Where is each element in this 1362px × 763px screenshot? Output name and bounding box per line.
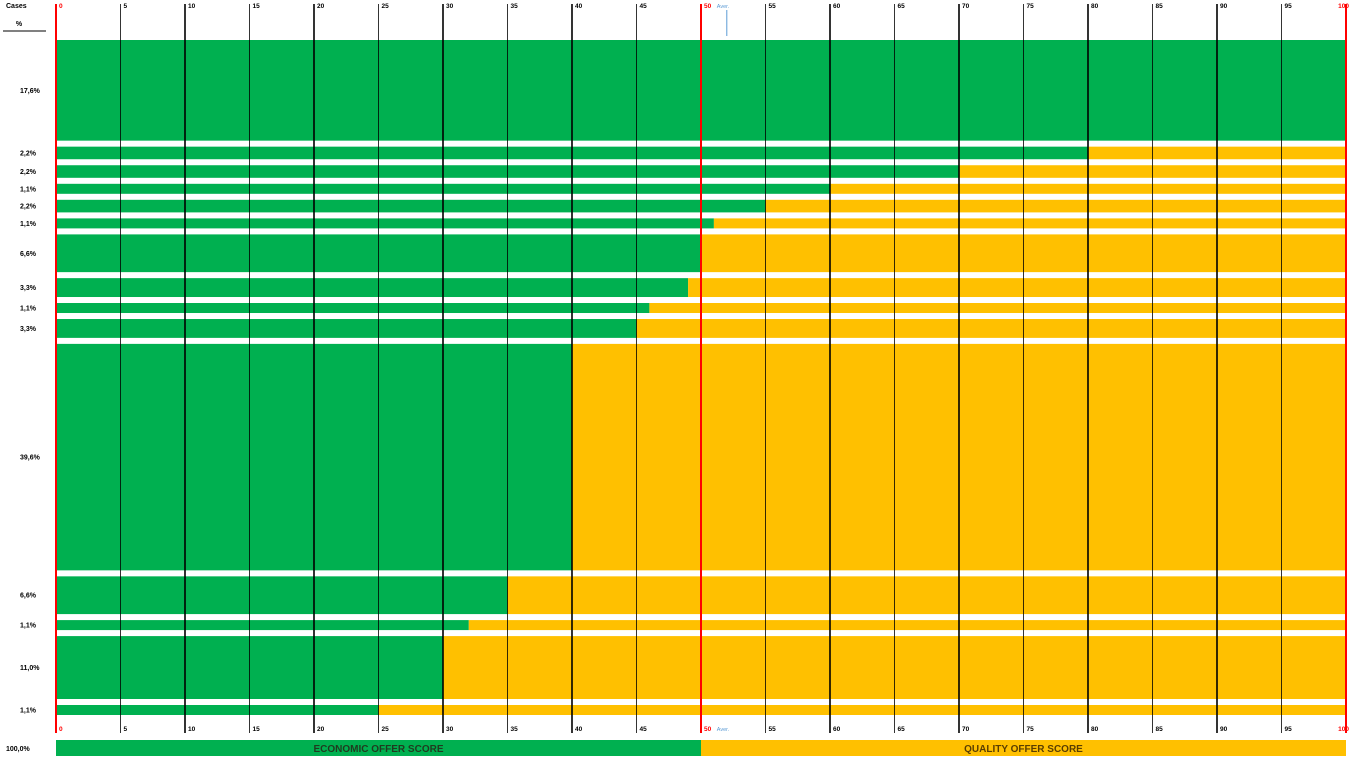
row-percent-label: 1,1% xyxy=(20,306,37,313)
quality-bar xyxy=(649,303,1346,314)
x-tick-label-top: 0 xyxy=(59,3,63,10)
x-tick-label-top: 25 xyxy=(382,3,390,10)
total-label: 100,0% xyxy=(6,746,31,753)
x-tick-label-bottom: 70 xyxy=(962,726,970,733)
quality-bar xyxy=(688,278,1346,298)
x-tick-label-top: 70 xyxy=(962,3,970,10)
x-tick-label-bottom: 40 xyxy=(575,726,583,733)
x-tick-label-top: 30 xyxy=(446,3,454,10)
x-tick-label-bottom: 65 xyxy=(898,726,906,733)
x-tick-label-top: 85 xyxy=(1156,3,1164,10)
x-tick-label-bottom: 60 xyxy=(833,726,841,733)
x-tick-label-top: 20 xyxy=(317,3,325,10)
x-tick-label-bottom: 25 xyxy=(382,726,390,733)
x-tick-label-top: 100 xyxy=(1338,3,1349,10)
row-percent-label: 2,2% xyxy=(20,150,37,157)
row-percent-label: 1,1% xyxy=(20,623,37,630)
x-tick-label-bottom: 50 xyxy=(704,726,712,733)
economic-bar xyxy=(56,620,469,631)
average-label-top: Aver. xyxy=(717,4,730,10)
x-tick-label-bottom: 95 xyxy=(1285,726,1293,733)
x-tick-label-top: 80 xyxy=(1091,3,1099,10)
economic-bar xyxy=(56,303,650,314)
cases-header: Cases xyxy=(6,3,27,10)
x-tick-label-bottom: 30 xyxy=(446,726,454,733)
x-tick-label-bottom: 0 xyxy=(59,726,63,733)
row-percent-label: 11,0% xyxy=(20,665,40,672)
x-tick-label-top: 5 xyxy=(124,3,128,10)
row-percent-label: 3,3% xyxy=(20,326,37,333)
economic-bar xyxy=(56,218,714,229)
x-tick-label-bottom: 20 xyxy=(317,726,325,733)
x-tick-label-bottom: 80 xyxy=(1091,726,1099,733)
x-tick-label-bottom: 90 xyxy=(1220,726,1228,733)
economic-bar xyxy=(56,278,689,298)
legend: ECONOMIC OFFER SCORE QUALITY OFFER SCORE xyxy=(56,740,1346,756)
row-percent-label: 2,2% xyxy=(20,204,37,211)
x-tick-label-bottom: 45 xyxy=(640,726,648,733)
x-tick-label-top: 60 xyxy=(833,3,841,10)
x-tick-label-bottom: 10 xyxy=(188,726,196,733)
x-tick-label-top: 45 xyxy=(640,3,648,10)
quality-bar xyxy=(507,576,1346,615)
x-tick-label-top: 50 xyxy=(704,3,712,10)
row-percent-label: 6,6% xyxy=(20,593,37,600)
row-percent-label: 39,6% xyxy=(20,455,41,462)
x-tick-label-bottom: 85 xyxy=(1156,726,1164,733)
economic-bar xyxy=(56,319,637,338)
x-tick-label-bottom: 100 xyxy=(1338,726,1349,733)
x-tick-label-bottom: 75 xyxy=(1027,726,1035,733)
economic-bar xyxy=(56,199,766,213)
quality-bar xyxy=(765,199,1346,213)
x-tick-label-bottom: 35 xyxy=(511,726,519,733)
x-tick-label-top: 15 xyxy=(253,3,261,10)
legend-economic-bar xyxy=(56,740,701,756)
legend-economic-label: ECONOMIC OFFER SCORE xyxy=(313,744,443,755)
row-percent-label: 1,1% xyxy=(20,708,37,715)
quality-bar xyxy=(378,705,1346,715)
x-tick-label-top: 10 xyxy=(188,3,196,10)
economic-bar xyxy=(56,705,379,715)
percent-header: % xyxy=(16,21,23,28)
row-percent-label: 17,6% xyxy=(20,88,41,95)
row-percent-label: 6,6% xyxy=(20,251,37,258)
row-percent-label: 1,1% xyxy=(20,221,37,228)
quality-bar xyxy=(468,620,1346,631)
x-tick-label-bottom: 5 xyxy=(124,726,128,733)
grid-layer xyxy=(55,4,1347,733)
x-tick-label-top: 65 xyxy=(898,3,906,10)
legend-quality-label: QUALITY OFFER SCORE xyxy=(964,744,1083,755)
x-tick-label-bottom: 15 xyxy=(253,726,261,733)
x-tick-label-top: 75 xyxy=(1027,3,1035,10)
row-percent-label: 3,3% xyxy=(20,285,37,292)
x-tick-label-top: 40 xyxy=(575,3,583,10)
row-percent-label: 1,1% xyxy=(20,186,37,193)
x-tick-label-bottom: 55 xyxy=(769,726,777,733)
x-tick-label-top: 55 xyxy=(769,3,777,10)
labels-layer: Cases % 100,0% 17,6% 2,2% 2,2% 1,1% 2,2% 1,1%… xyxy=(3,3,1349,753)
quality-bar xyxy=(636,319,1346,338)
x-tick-label-top: 95 xyxy=(1285,3,1293,10)
average-label-bottom: Aver. xyxy=(717,727,730,733)
legend-quality-bar xyxy=(701,740,1346,756)
economic-bar xyxy=(56,576,508,615)
x-tick-label-top: 90 xyxy=(1220,3,1228,10)
x-tick-label-top: 35 xyxy=(511,3,519,10)
row-percent-label: 2,2% xyxy=(20,169,37,176)
quality-bar xyxy=(713,218,1346,229)
